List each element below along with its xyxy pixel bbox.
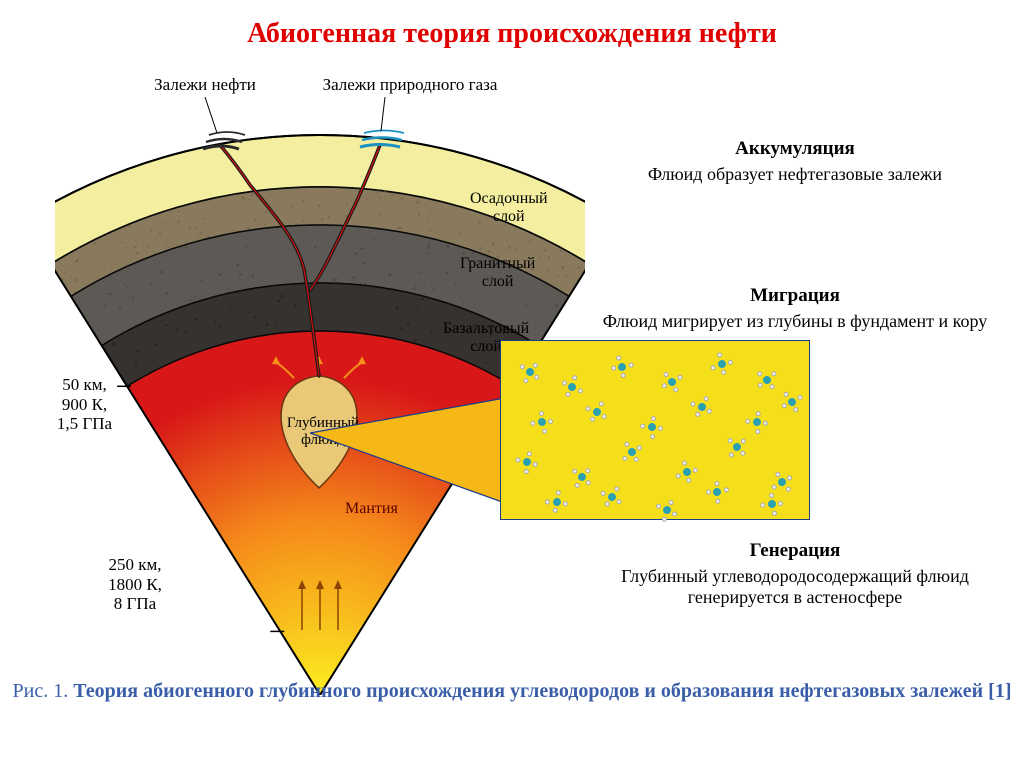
pt-upper-pressure: 1,5 ГПа <box>57 414 112 433</box>
stage-title-2: Миграция <box>595 285 995 307</box>
stage-desc-3: Глубинный углеводородосодержащий флюид г… <box>595 566 995 608</box>
methane-icon <box>754 367 780 393</box>
oil-deposit-label: Залежи нефти <box>135 75 275 95</box>
pt-lower-depth: 250 км, <box>108 555 161 574</box>
methane-icon <box>689 394 714 419</box>
methane-icon <box>672 457 703 488</box>
methane-icon <box>657 367 686 396</box>
methane-icon <box>512 447 541 476</box>
methane-icon <box>600 485 624 509</box>
methane-icon <box>585 400 610 425</box>
stage-title-3: Генерация <box>595 540 995 562</box>
stage-accumulation: Аккумуляция Флюид образует нефтегазовые … <box>595 138 995 185</box>
methane-icon <box>542 487 572 517</box>
methane-icon <box>777 387 806 416</box>
stage-title-1: Аккумуляция <box>595 138 995 160</box>
molecule-inset <box>500 340 810 520</box>
caption-bold: Теория абиогенного глубинного происхожде… <box>73 680 1011 702</box>
methane-icon <box>571 466 594 489</box>
layer-label-granite: Гранитныйслой <box>460 255 535 290</box>
methane-icon <box>637 412 667 442</box>
pt-lower: 250 км, 1800 К, 8 ГПа <box>95 555 175 614</box>
methane-icon <box>606 351 637 382</box>
pt-upper-temp: 900 К, <box>62 395 107 414</box>
methane-icon <box>701 476 732 507</box>
methane-icon <box>519 361 542 384</box>
methane-icon <box>618 438 646 466</box>
pt-upper-depth: 50 км, <box>62 375 107 394</box>
figure-caption: Рис. 1. Теория абиогенного глубинного пр… <box>0 680 1024 703</box>
methane-icon <box>526 406 557 437</box>
methane-icon <box>707 349 738 380</box>
pt-lower-pressure: 8 ГПа <box>114 594 156 613</box>
methane-icon <box>725 435 750 460</box>
layer-label-sedimentary: Осадочныйслой <box>470 190 548 225</box>
pt-upper: 50 км, 900 К, 1,5 ГПа <box>47 375 122 434</box>
gas-deposit-label: Залежи природного газа <box>300 75 520 95</box>
caption-prefix: Рис. 1. <box>13 680 69 702</box>
methane-icon <box>742 407 772 437</box>
inset-connector <box>310 393 515 523</box>
page-title: Абиогенная теория происхождения нефти <box>0 0 1024 50</box>
methane-icon <box>559 374 585 400</box>
stage-desc-1: Флюид образует нефтегазовые залежи <box>595 164 995 185</box>
stage-migration: Миграция Флюид мигрирует из глубины в фу… <box>595 285 995 332</box>
stage-desc-2: Флюид мигрирует из глубины в фундамент и… <box>595 311 995 332</box>
pt-lower-temp: 1800 К, <box>108 575 162 594</box>
methane-icon <box>654 497 680 523</box>
stage-generation: Генерация Глубинный углеводородосодержащ… <box>595 540 995 608</box>
